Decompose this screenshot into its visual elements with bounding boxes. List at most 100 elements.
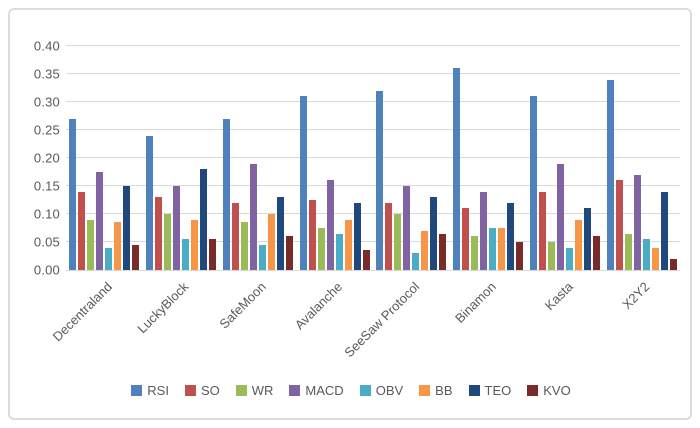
x-label-cell: Decentraland: [50, 271, 143, 375]
legend-swatch-icon: [419, 385, 431, 396]
bar-group-binamon: [450, 24, 527, 270]
bar-rsi-kasta: [529, 96, 537, 270]
bar-group-kasta: [527, 24, 604, 270]
bar-so-luckyblock: [155, 197, 163, 270]
y-tick-label: 0.20: [33, 150, 60, 166]
legend-item-bb: BB: [419, 383, 453, 398]
bar-obv-binamon: [489, 228, 497, 270]
gridline: [66, 185, 680, 186]
y-axis-labels: 0.40 0.35 0.30 0.25 0.20 0.15 0.10 0.05 0.00: [22, 24, 66, 278]
x-axis-label-binamon: Binamon: [451, 279, 499, 326]
y-tick-label: 0.00: [33, 262, 60, 278]
bar-group-avalanche: [296, 24, 373, 270]
x-axis-label-avalanche: Avalanche: [291, 279, 346, 333]
plot-area: [66, 24, 680, 271]
y-tick-label: 0.15: [33, 178, 60, 194]
legend-label-rsi: RSI: [147, 383, 169, 398]
legend-label-so: SO: [200, 383, 220, 398]
bar-rsi-seesaw-protocol: [376, 90, 384, 270]
legend-swatch-icon: [235, 385, 247, 396]
bar-wr-luckyblock: [164, 214, 172, 270]
bar-wr-decentraland: [87, 219, 95, 270]
bar-rsi-decentraland: [69, 118, 77, 270]
bar-bb-decentraland: [114, 222, 122, 270]
bar-bb-x2y2: [651, 247, 659, 270]
gridline: [66, 157, 680, 158]
bar-so-binamon: [462, 208, 470, 270]
chart-grid: 0.40 0.35 0.30 0.25 0.20 0.15 0.10 0.05 0.00 Dec…: [22, 24, 680, 375]
bar-obv-decentraland: [105, 247, 113, 270]
bar-group-safemoon: [220, 24, 297, 270]
bar-macd-luckyblock: [173, 186, 181, 270]
bar-teo-binamon: [507, 202, 515, 270]
bar-bb-binamon: [498, 228, 506, 270]
bar-teo-avalanche: [353, 202, 361, 270]
bar-macd-x2y2: [633, 174, 641, 270]
legend-label-obv: OBV: [375, 383, 404, 398]
bar-kvo-kasta: [592, 236, 600, 270]
bar-kvo-decentraland: [132, 244, 140, 270]
bar-wr-kasta: [547, 242, 555, 270]
legend-item-wr: WR: [235, 383, 274, 398]
bar-bb-safemoon: [267, 214, 275, 270]
legend-swatch-icon: [527, 385, 539, 396]
x-label-cell: Binamon: [450, 271, 527, 375]
bar-kvo-seesaw-protocol: [439, 233, 447, 270]
y-tick-label: 0.25: [33, 122, 60, 138]
bar-bb-kasta: [574, 219, 582, 270]
legend-item-kvo: KVO: [527, 383, 571, 398]
gridline: [66, 241, 680, 242]
bar-group-decentraland: [66, 24, 143, 270]
bar-wr-safemoon: [240, 222, 248, 270]
bar-teo-safemoon: [276, 197, 284, 270]
bar-obv-kasta: [565, 247, 573, 270]
bar-wr-binamon: [471, 236, 479, 270]
bar-obv-avalanche: [335, 233, 343, 270]
bar-bb-seesaw-protocol: [421, 230, 429, 270]
bar-group-luckyblock: [143, 24, 220, 270]
legend-label-macd: MACD: [305, 383, 344, 398]
bar-kvo-safemoon: [285, 236, 293, 270]
bar-kvo-x2y2: [669, 258, 677, 270]
bar-rsi-avalanche: [299, 96, 307, 270]
legend-label-wr: WR: [251, 383, 274, 398]
x-axis-label-safemoon: SafeMoon: [215, 279, 269, 332]
bar-wr-x2y2: [624, 233, 632, 270]
legend-swatch-icon: [289, 385, 301, 396]
bar-macd-avalanche: [326, 180, 334, 270]
bar-obv-x2y2: [642, 239, 650, 270]
y-tick-label: 0.30: [33, 94, 60, 110]
x-axis-labels: Decentraland LuckyBlock SafeMoon Avalanche S…: [50, 271, 680, 375]
bar-group-x2y2: [603, 24, 680, 270]
x-label-cell: Avalanche: [292, 271, 373, 375]
x-axis-label-kasta: Kasta: [541, 279, 576, 314]
x-axis-label-luckyblock: LuckyBlock: [134, 279, 192, 337]
bar-so-seesaw-protocol: [385, 202, 393, 270]
x-label-cell: X2Y2: [603, 271, 680, 375]
bar-teo-decentraland: [123, 186, 131, 270]
x-label-cell: SafeMoon: [216, 271, 297, 375]
bar-kvo-binamon: [516, 242, 524, 270]
bar-so-safemoon: [231, 202, 239, 270]
gridline: [66, 101, 680, 102]
bar-obv-safemoon: [258, 244, 266, 270]
gridline: [66, 129, 680, 130]
y-tick-label: 0.10: [33, 206, 60, 222]
bar-group-seesaw-protocol: [373, 24, 450, 270]
legend-item-obv: OBV: [359, 383, 404, 398]
bar-teo-x2y2: [660, 191, 668, 270]
x-label-cell: SeeSaw Protocol: [341, 271, 450, 375]
bar-bb-avalanche: [344, 219, 352, 270]
bar-wr-seesaw-protocol: [394, 214, 402, 270]
bar-so-kasta: [538, 191, 546, 270]
legend-label-bb: BB: [435, 383, 453, 398]
y-tick-label: 0.35: [33, 66, 60, 82]
bar-kvo-luckyblock: [209, 239, 217, 270]
x-axis-label-x2y2: X2Y2: [619, 279, 653, 313]
legend-item-macd: MACD: [289, 383, 344, 398]
bar-so-avalanche: [308, 200, 316, 270]
legend-swatch-icon: [468, 385, 480, 396]
legend-label-teo: TEO: [484, 383, 512, 398]
bar-rsi-safemoon: [222, 118, 230, 270]
